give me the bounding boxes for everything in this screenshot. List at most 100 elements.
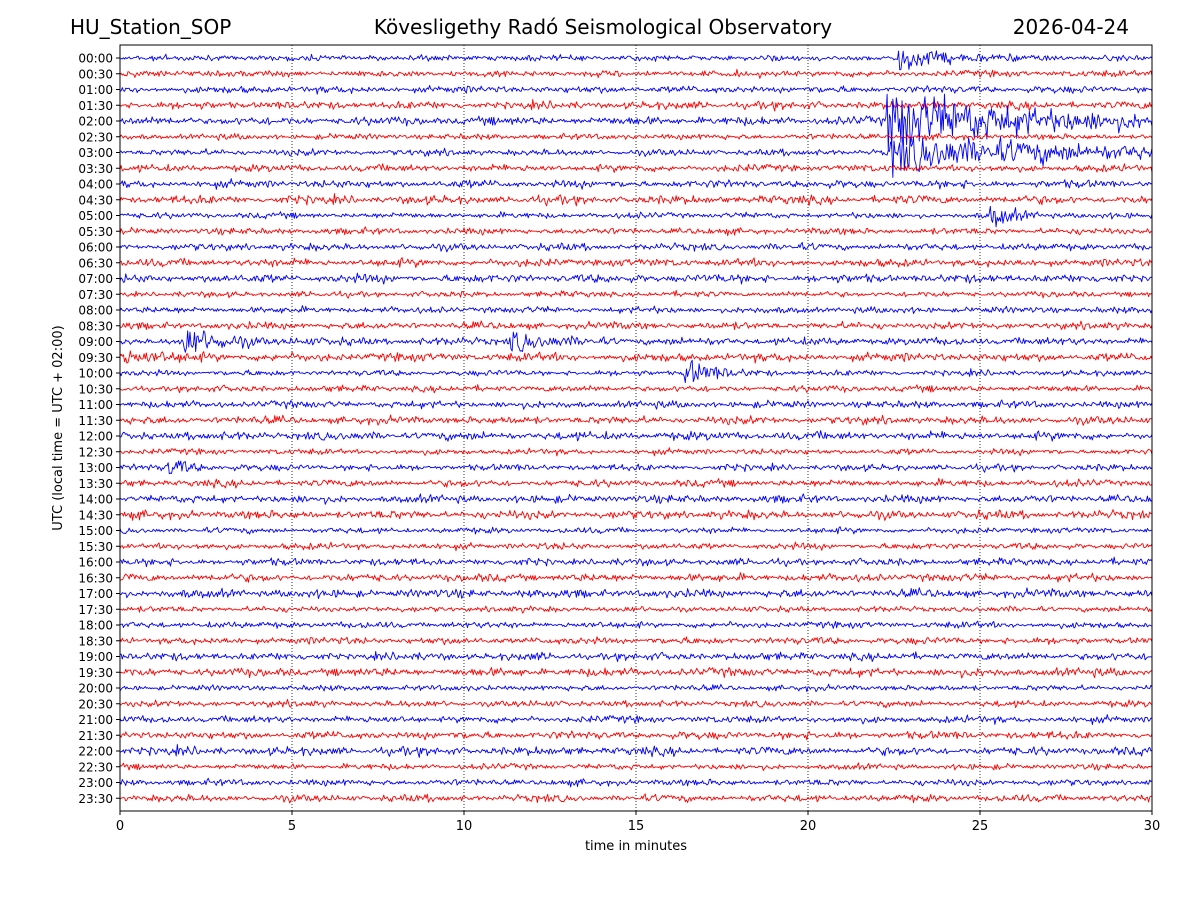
trace-line <box>119 650 1153 663</box>
y-tick-label: 09:00 <box>78 335 113 349</box>
trace-line <box>119 193 1153 207</box>
trace-line <box>119 305 1153 314</box>
date-title: 2026-04-24 <box>1012 15 1129 39</box>
y-tick-label: 21:30 <box>78 729 113 743</box>
trace-line <box>119 793 1153 804</box>
y-tick-label: 10:30 <box>78 382 113 396</box>
trace-line <box>119 93 1153 151</box>
y-tick-label: 09:30 <box>78 351 113 365</box>
y-tick-label: 07:00 <box>78 272 113 286</box>
y-tick-label: 17:00 <box>78 587 113 601</box>
y-tick-label: 00:00 <box>78 52 113 66</box>
y-tick-label: 23:30 <box>78 792 113 806</box>
y-tick-label: 21:00 <box>78 713 113 727</box>
trace-line <box>119 226 1153 237</box>
x-tick-label: 10 <box>456 819 473 834</box>
x-tick-label: 30 <box>1144 819 1161 834</box>
x-tick-label: 20 <box>800 819 817 834</box>
y-tick-label: 14:00 <box>78 493 113 507</box>
y-tick-label: 08:00 <box>78 304 113 318</box>
trace-line <box>119 762 1153 771</box>
y-tick-label: 07:30 <box>78 288 113 302</box>
y-tick-label: 01:30 <box>78 99 113 113</box>
y-tick-label: 20:30 <box>78 697 113 711</box>
y-tick-label: 00:30 <box>78 67 113 81</box>
y-tick-label: 06:30 <box>78 256 113 270</box>
trace-line <box>119 257 1153 268</box>
y-tick-label: 15:30 <box>78 540 113 554</box>
trace-line <box>119 777 1153 788</box>
trace-line <box>119 272 1153 285</box>
y-tick-label: 11:30 <box>78 414 113 428</box>
y-tick-label: 19:00 <box>78 650 113 664</box>
x-tick-label: 25 <box>972 819 989 834</box>
y-tick-label: 23:00 <box>78 776 113 790</box>
x-axis-label: time in minutes <box>585 839 687 854</box>
y-tick-label: 13:30 <box>78 477 113 491</box>
y-tick-label: 03:30 <box>78 162 113 176</box>
y-tick-label: 18:00 <box>78 619 113 633</box>
y-tick-label: 18:30 <box>78 634 113 648</box>
trace-line <box>119 572 1153 583</box>
x-tick-label: 15 <box>628 819 645 834</box>
y-tick-label: 22:30 <box>78 760 113 774</box>
trace-line <box>119 350 1153 364</box>
trace-line <box>119 477 1153 489</box>
y-tick-label: 01:00 <box>78 83 113 97</box>
trace-line <box>119 132 1153 141</box>
trace-line <box>119 509 1153 521</box>
trace-line <box>119 526 1152 535</box>
trace-line <box>119 130 1153 178</box>
trace-line <box>119 636 1153 646</box>
y-tick-label: 02:00 <box>78 115 113 129</box>
trace-line <box>119 98 1153 112</box>
y-tick-label: 15:00 <box>78 524 113 538</box>
trace-line <box>119 320 1153 331</box>
trace-line <box>119 605 1153 614</box>
y-tick-label: 03:00 <box>78 146 113 160</box>
y-tick-label: 16:30 <box>78 571 113 585</box>
y-axis-label: UTC (local time = UTC + 02:00) <box>51 325 66 530</box>
y-tick-label: 17:30 <box>78 603 113 617</box>
trace-line <box>119 460 1153 475</box>
trace-line <box>119 359 1153 384</box>
trace-line <box>119 730 1153 741</box>
trace-line <box>119 447 1153 457</box>
trace-line <box>119 714 1153 726</box>
plot-background <box>120 45 1152 811</box>
observatory-title: Kövesligethy Radó Seismological Observat… <box>373 15 833 39</box>
trace-line <box>119 84 1153 95</box>
trace-line <box>119 698 1153 709</box>
y-tick-label: 12:30 <box>78 445 113 459</box>
trace-line <box>119 163 1153 173</box>
y-tick-label: 08:30 <box>78 319 113 333</box>
trace-line <box>119 414 1153 426</box>
y-tick-label: 13:00 <box>78 461 113 475</box>
y-tick-label: 22:00 <box>78 745 113 759</box>
trace-line <box>119 667 1153 679</box>
x-tick-label: 5 <box>288 819 296 834</box>
trace-line <box>119 330 1153 353</box>
trace-line <box>119 541 1153 552</box>
trace-line <box>119 289 1153 299</box>
y-tick-label: 02:30 <box>78 130 113 144</box>
trace-line <box>119 241 1153 253</box>
trace-line <box>119 178 1153 190</box>
y-tick-label: 10:00 <box>78 367 113 381</box>
trace-line <box>119 384 1153 394</box>
y-tick-label: 14:30 <box>78 508 113 522</box>
trace-line <box>119 556 1153 568</box>
y-tick-label: 04:00 <box>78 178 113 192</box>
trace-line <box>119 620 1153 630</box>
y-tick-label: 04:30 <box>78 193 113 207</box>
y-tick-label: 16:00 <box>78 556 113 570</box>
trace-line <box>119 68 1153 79</box>
y-tick-label: 20:00 <box>78 682 113 696</box>
trace-line <box>119 399 1153 410</box>
trace-line <box>119 683 1153 693</box>
y-tick-label: 11:00 <box>78 398 113 412</box>
trace-line <box>119 205 1153 228</box>
y-tick-label: 19:30 <box>78 666 113 680</box>
